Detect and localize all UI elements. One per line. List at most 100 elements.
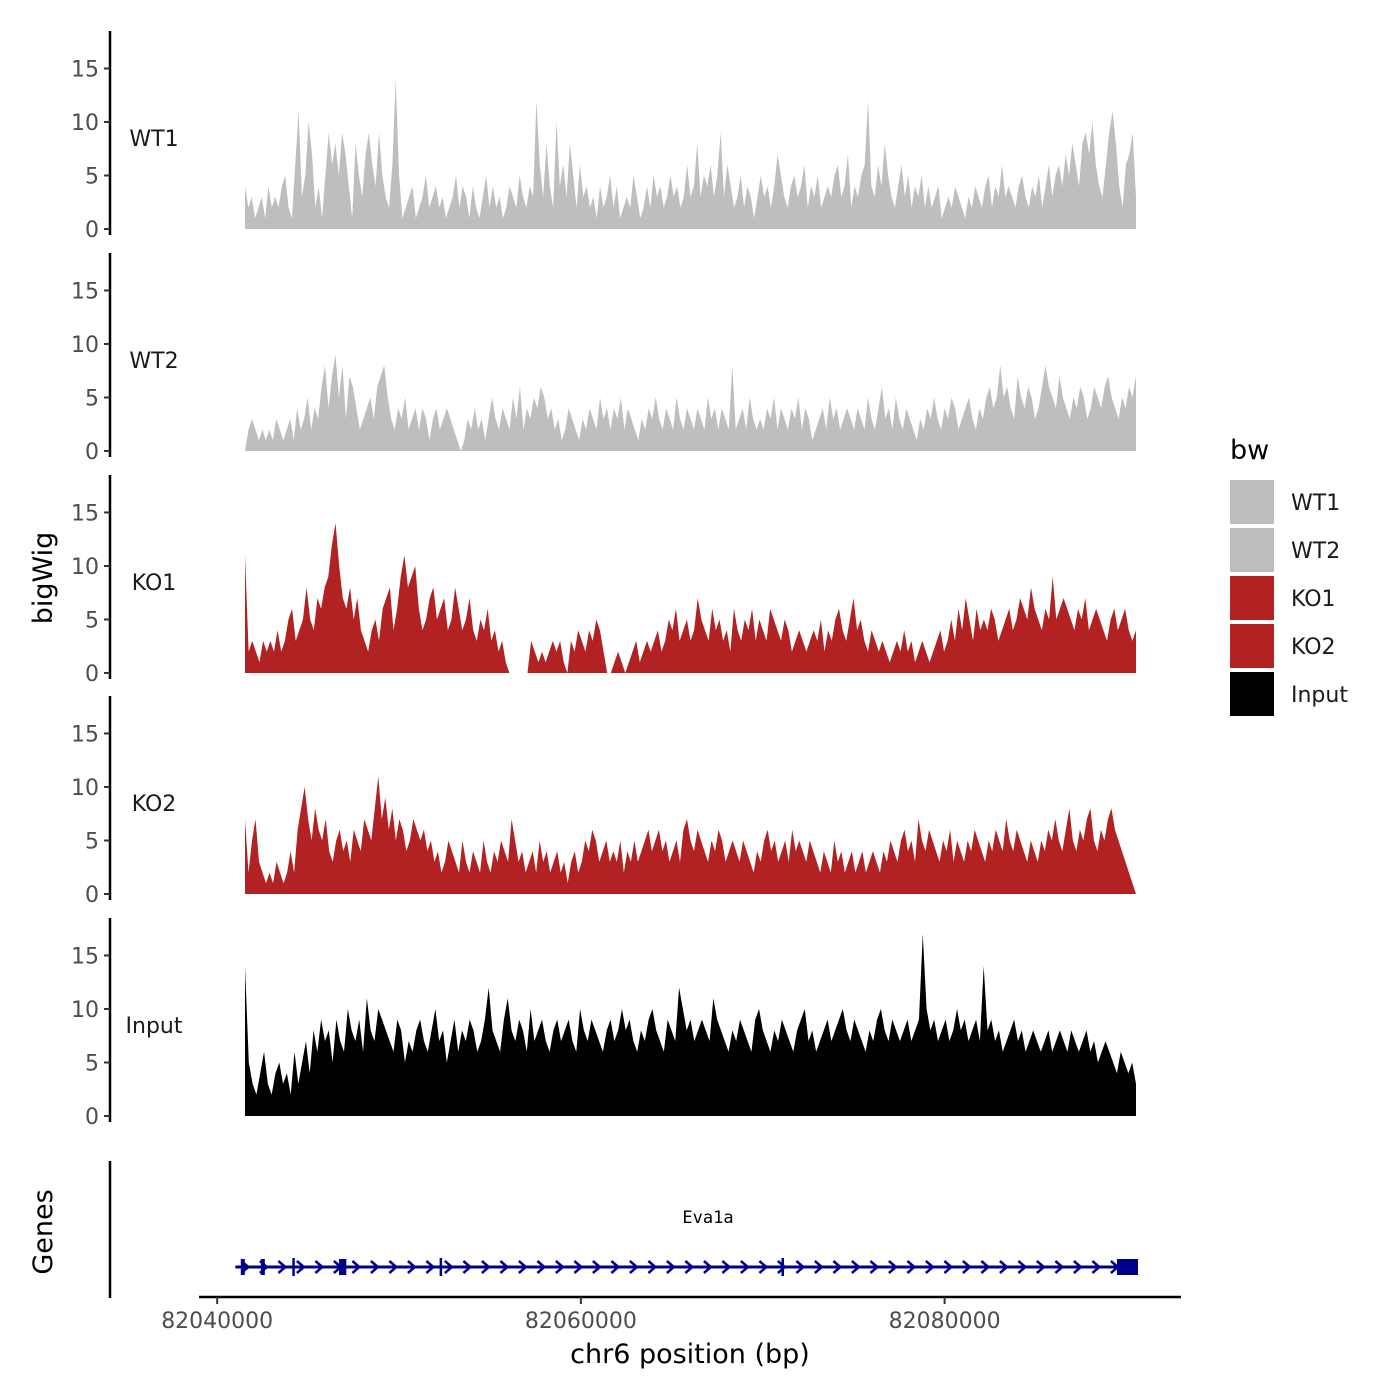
y-tick-label: 0 [85, 218, 99, 243]
track-label: KO1 [132, 571, 177, 596]
strand-arrow [277, 1260, 288, 1274]
y-tick-label: 10 [71, 111, 99, 136]
strand-arrow [666, 1260, 676, 1274]
strand-arrow [1091, 1260, 1102, 1274]
track-label: WT1 [129, 127, 178, 152]
y-tick-label: 15 [71, 501, 99, 526]
strand-arrow [795, 1260, 806, 1274]
strand-arrow [647, 1260, 658, 1274]
strand-arrow [684, 1260, 695, 1274]
signal-area-ko1 [245, 523, 1136, 673]
y-tick-label: 10 [71, 776, 99, 801]
y-tick-label: 5 [85, 1051, 99, 1076]
track-wt2: 0 5 10 15 WT2 [71, 253, 1136, 465]
legend-label-input: Input [1291, 683, 1348, 708]
exon [260, 1259, 265, 1275]
track-label: WT2 [129, 349, 178, 374]
y-tick-label: 5 [85, 608, 99, 633]
strand-arrow [481, 1260, 491, 1274]
strand-arrow [962, 1260, 972, 1274]
y-tick-label: 5 [85, 829, 99, 854]
track-ko2: 0 5 10 15 KO2 [71, 696, 1136, 908]
y-tick-label: 5 [85, 386, 99, 411]
legend-swatch-wt2 [1230, 528, 1274, 572]
signal-area-input [245, 934, 1136, 1116]
y-tick-label: 15 [71, 944, 99, 969]
y-tick-label: 0 [85, 883, 99, 908]
strand-arrow [1036, 1260, 1046, 1274]
strand-arrow [629, 1260, 639, 1274]
legend: bw WT1 WT2 KO1 KO2 Input [1230, 435, 1348, 716]
strand-arrow [462, 1260, 473, 1274]
signal-area-wt2 [245, 354, 1136, 451]
strand-arrow [777, 1260, 787, 1274]
strand-arrow [740, 1260, 750, 1274]
strand-arrow [518, 1260, 528, 1274]
x-tick-label: 82060000 [525, 1309, 637, 1334]
exon [1117, 1259, 1138, 1275]
track-label: Input [126, 1014, 183, 1039]
y-tick-label: 15 [71, 57, 99, 82]
y-tick-label: 15 [71, 279, 99, 304]
strand-arrow [906, 1260, 917, 1274]
x-tick-label: 82040000 [161, 1309, 273, 1334]
x-tick-label: 82080000 [889, 1309, 1001, 1334]
strand-arrow [1017, 1260, 1028, 1274]
strand-arrow [370, 1260, 380, 1274]
y-tick-label: 0 [85, 440, 99, 465]
y-tick-label: 15 [71, 722, 99, 747]
legend-swatch-wt1 [1230, 480, 1274, 524]
strand-arrow [1054, 1260, 1065, 1274]
signal-area-ko2 [245, 776, 1136, 894]
legend-swatch-ko1 [1230, 576, 1274, 620]
y-tick-label: 0 [85, 662, 99, 687]
exon [240, 1259, 245, 1275]
signal-area-wt1 [245, 79, 1136, 229]
strand-arrow [869, 1260, 880, 1274]
strand-arrow [592, 1260, 602, 1274]
legend-label-wt2: WT2 [1291, 539, 1340, 564]
strand-arrow [555, 1260, 565, 1274]
legend-label-wt1: WT1 [1291, 491, 1340, 516]
y-tick-label: 10 [71, 555, 99, 580]
legend-label-ko1: KO1 [1291, 587, 1336, 612]
track-wt1: 0 5 10 15 WT1 [71, 31, 1136, 243]
track-input: 0 5 10 15 Input [71, 918, 1136, 1130]
x-axis: 82040000 82060000 82080000 [161, 1295, 1181, 1334]
strand-arrow [296, 1260, 306, 1274]
y-tick-label: 10 [71, 333, 99, 358]
strand-arrow [980, 1260, 991, 1274]
y-tick-label: 10 [71, 998, 99, 1023]
strand-arrow [425, 1260, 436, 1274]
strand-arrow [388, 1260, 399, 1274]
exon [339, 1259, 347, 1275]
gene-label: Eva1a [682, 1208, 733, 1228]
strand-arrow [314, 1260, 325, 1274]
strand-arrow [703, 1260, 713, 1274]
strand-arrow [814, 1260, 824, 1274]
strand-arrow [1073, 1260, 1083, 1274]
legend-swatch-ko2 [1230, 624, 1274, 668]
x-axis-title: chr6 position (bp) [570, 1339, 810, 1370]
strand-arrow [721, 1260, 732, 1274]
strand-arrow [999, 1260, 1009, 1274]
strand-arrow [943, 1260, 954, 1274]
y-tick-label: 0 [85, 1105, 99, 1130]
legend-label-ko2: KO2 [1291, 635, 1336, 660]
strand-arrow [758, 1260, 769, 1274]
strand-arrow [573, 1260, 584, 1274]
strand-arrow [610, 1260, 621, 1274]
gene-track: Eva1a [108, 1161, 1138, 1298]
strand-arrow [351, 1260, 362, 1274]
strand-arrow [888, 1260, 898, 1274]
genes-axis-title: Genes [28, 1189, 59, 1274]
strand-arrow [444, 1260, 454, 1274]
y-tick-label: 5 [85, 164, 99, 189]
strand-arrow [832, 1260, 843, 1274]
strand-arrow [536, 1260, 547, 1274]
track-label: KO2 [132, 792, 177, 817]
strand-arrow [499, 1260, 510, 1274]
strand-arrow [925, 1260, 935, 1274]
